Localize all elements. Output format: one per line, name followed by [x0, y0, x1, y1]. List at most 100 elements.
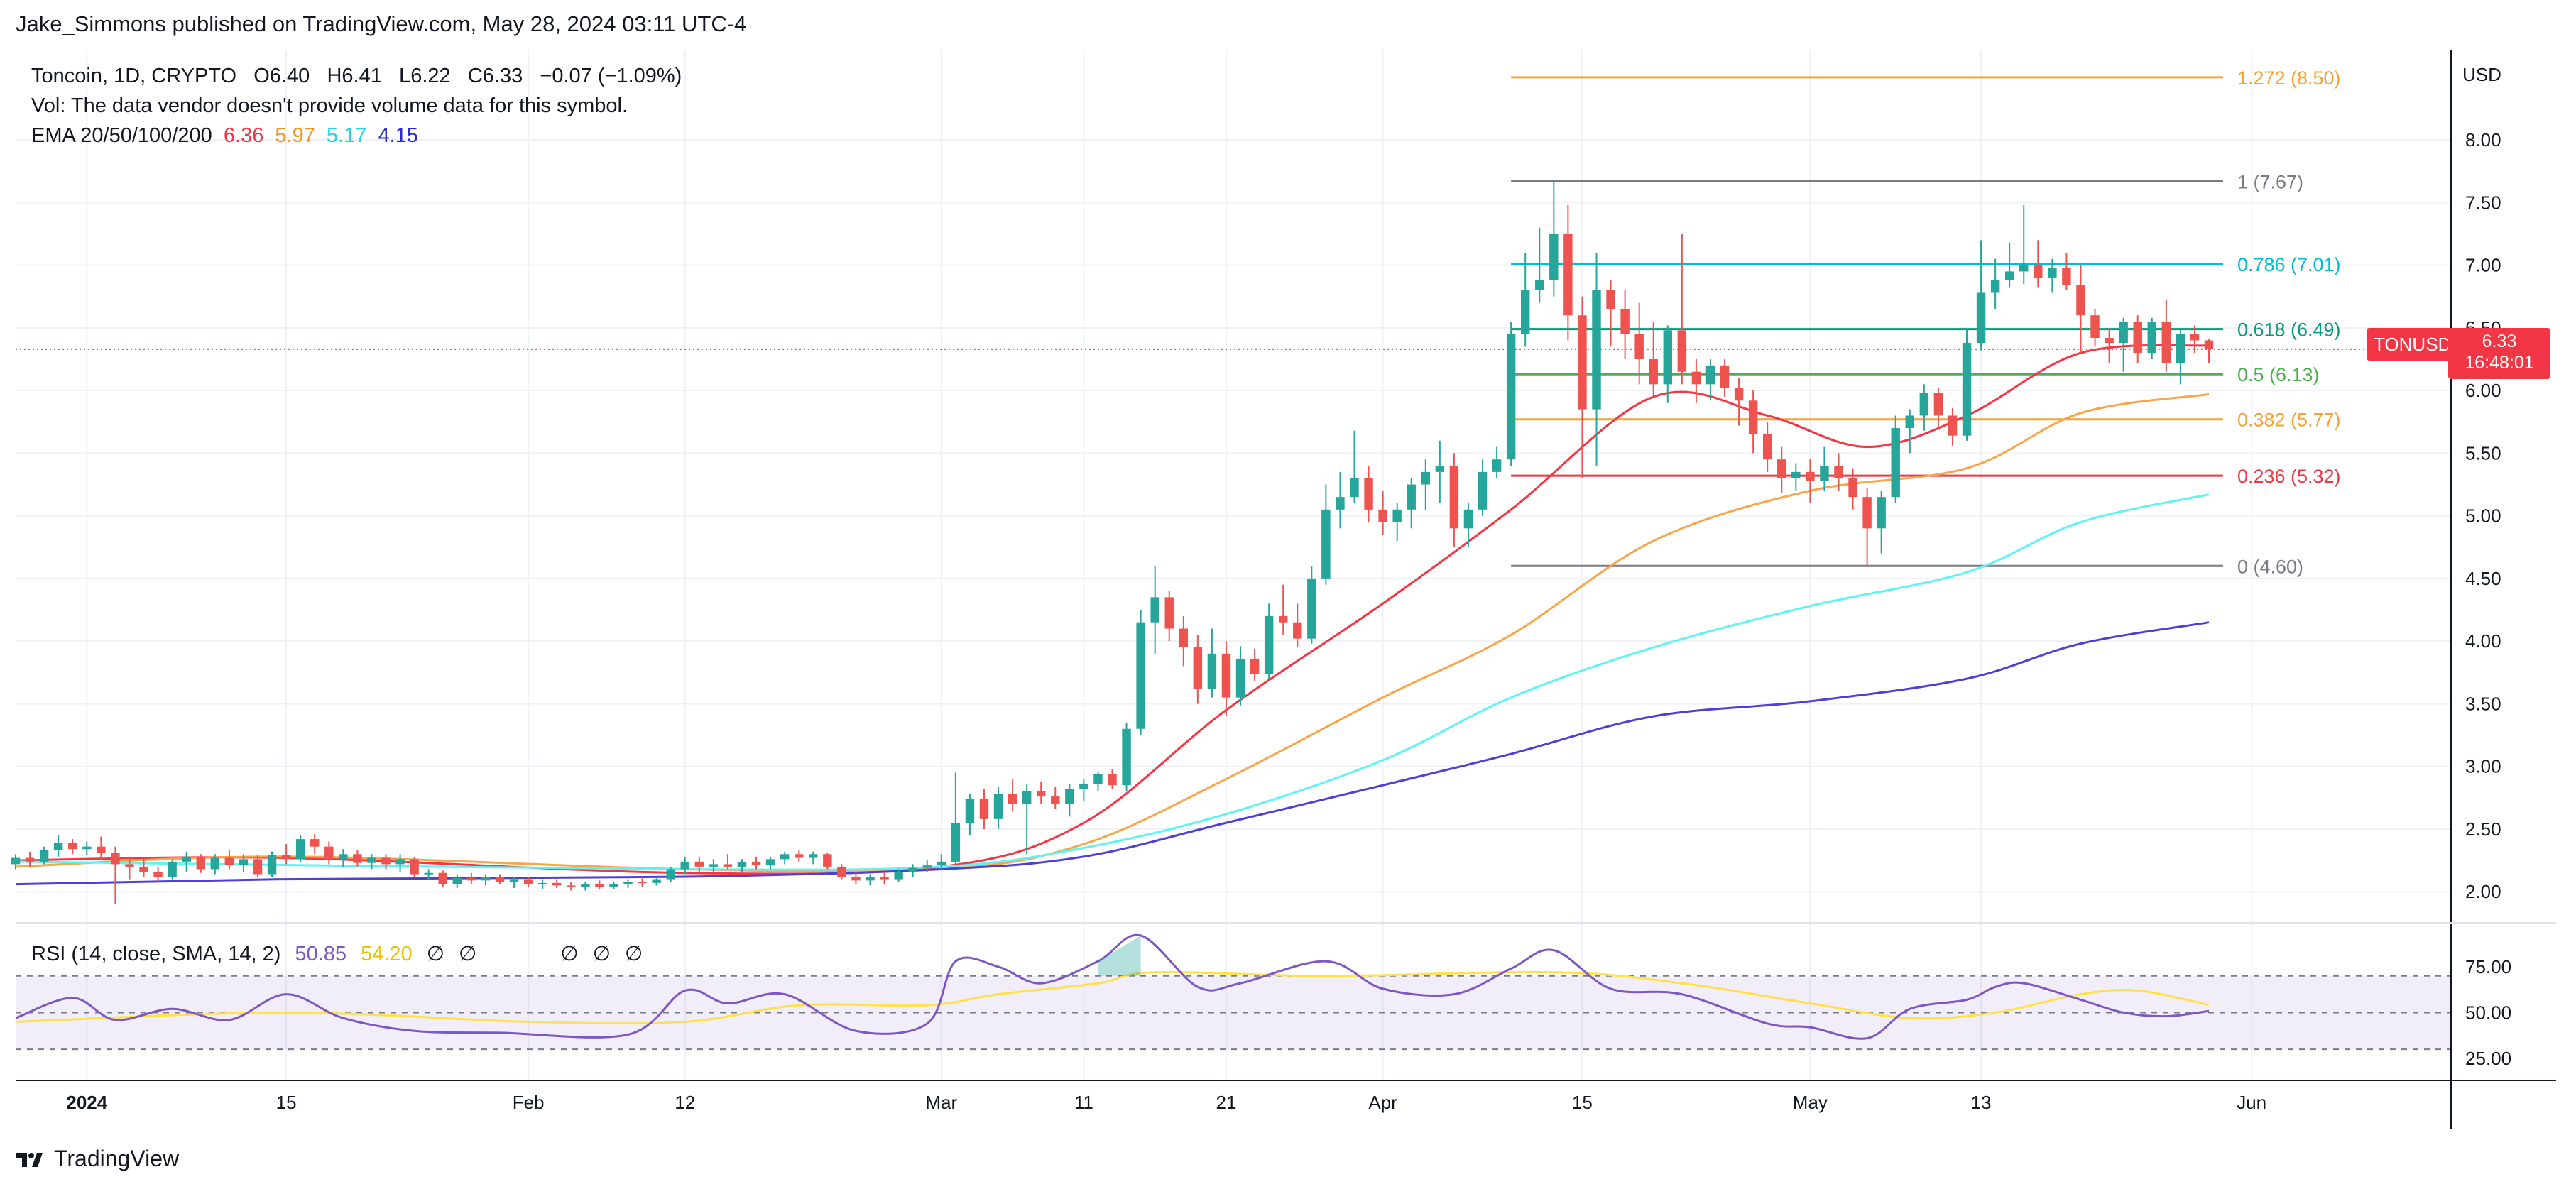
candle-body [224, 857, 234, 866]
candle [1065, 784, 1074, 817]
candle-body [39, 850, 49, 862]
candle-body [11, 857, 21, 865]
symbol-name: Toncoin, 1D, CRYPTO [31, 65, 237, 87]
candle-body [1535, 280, 1544, 290]
candle [1008, 779, 1017, 812]
candle [495, 874, 505, 884]
candle [1634, 302, 1644, 385]
candle [1919, 384, 1929, 431]
ema-line-200 [15, 621, 2210, 886]
ema50-value: 5.97 [275, 124, 315, 147]
candle-body [666, 869, 675, 880]
candle-body [1520, 290, 1530, 334]
candle [68, 839, 77, 855]
candle-body [1463, 509, 1473, 529]
candle [1620, 290, 1630, 360]
candle [1364, 466, 1373, 522]
fib-level-label: 1.272 (8.50) [2237, 67, 2341, 89]
candle [1933, 388, 1943, 429]
fib-level-label: 0.382 (5.77) [2237, 410, 2341, 431]
candle-body [680, 861, 689, 870]
candle [765, 856, 775, 870]
candle-body [751, 861, 761, 866]
time-tick-label: Feb [513, 1092, 545, 1113]
candle [809, 851, 818, 865]
candle [339, 849, 348, 867]
candle-body [922, 865, 932, 868]
candle-body [1036, 791, 1046, 797]
candle-body [1891, 428, 1900, 498]
candle-body [395, 859, 405, 865]
candle [1136, 610, 1145, 735]
candle-body [1164, 597, 1174, 629]
candle [1549, 181, 1559, 297]
candle [82, 841, 92, 856]
candle-body [25, 857, 35, 862]
candle-body [495, 877, 505, 882]
candle [666, 866, 675, 882]
candle [1108, 769, 1117, 789]
tradingview-brand[interactable]: TradingView [16, 1146, 179, 1172]
candle [481, 874, 491, 886]
candle-body [1606, 290, 1615, 309]
candle [567, 882, 576, 891]
candle-body [1933, 393, 1943, 416]
candle [2105, 327, 2114, 363]
candle [1435, 440, 1445, 504]
candle-body [537, 882, 547, 884]
ema-legend-label: EMA 20/50/100/200 [31, 124, 212, 147]
candle [680, 856, 689, 875]
candle-body [809, 854, 818, 858]
fibonacci-retracement[interactable]: 1.272 (8.50) 1 (7.67) 0.786 (7.01) 0.618 (6… [1511, 67, 2341, 577]
candle [1677, 234, 1687, 385]
candle-body [993, 794, 1003, 819]
price-tick-label: 5.00 [2465, 505, 2501, 527]
fib-level-label: 1 (7.67) [2237, 171, 2303, 192]
candle-body [1720, 365, 1730, 388]
candle [25, 851, 35, 867]
ema-line-20 [15, 344, 2210, 875]
candle [310, 834, 320, 855]
candle-body [1976, 292, 1986, 344]
candle [1022, 784, 1032, 855]
candle [823, 853, 832, 870]
candle [1834, 453, 1843, 491]
candle-body [509, 879, 519, 882]
candle-body [1093, 774, 1103, 784]
rsi-tick-label: 50.00 [2465, 1002, 2511, 1023]
candle [2034, 240, 2043, 288]
candle-body [1777, 459, 1786, 478]
candle-body [581, 884, 590, 887]
candle [253, 855, 263, 877]
ema200-value: 4.15 [378, 124, 418, 147]
candle [794, 850, 804, 862]
candle [1307, 566, 1316, 644]
candle [1520, 252, 1530, 347]
candle-body [595, 884, 604, 887]
candle-body [1350, 478, 1359, 498]
time-tick-label: 13 [1971, 1092, 1992, 1113]
candle-body [410, 859, 419, 875]
price-tick-label: 4.00 [2465, 630, 2501, 652]
candle [452, 874, 462, 888]
candle-body [552, 882, 562, 886]
time-tick-label: 11 [1074, 1092, 1093, 1113]
candle-body [723, 864, 733, 867]
rsi-overbought-fill [1098, 936, 1141, 976]
candle-body [2048, 268, 2057, 278]
candle-body [139, 866, 148, 872]
candle [1606, 280, 1615, 347]
time-tick-label: 12 [675, 1092, 695, 1113]
fib-level-label: 0.236 (5.32) [2237, 466, 2341, 487]
ohlc-high: H6.41 [327, 65, 382, 87]
fib-level-label: 0 (4.60) [2237, 556, 2303, 577]
candle-body [68, 843, 77, 850]
candle-body [1705, 365, 1715, 385]
candle-body [1179, 628, 1189, 648]
time-tick-label: Mar [925, 1092, 957, 1113]
candle-body [2076, 285, 2085, 316]
candle [751, 856, 761, 870]
candle-body [424, 872, 433, 875]
currency-label[interactable]: USD [2462, 64, 2501, 85]
